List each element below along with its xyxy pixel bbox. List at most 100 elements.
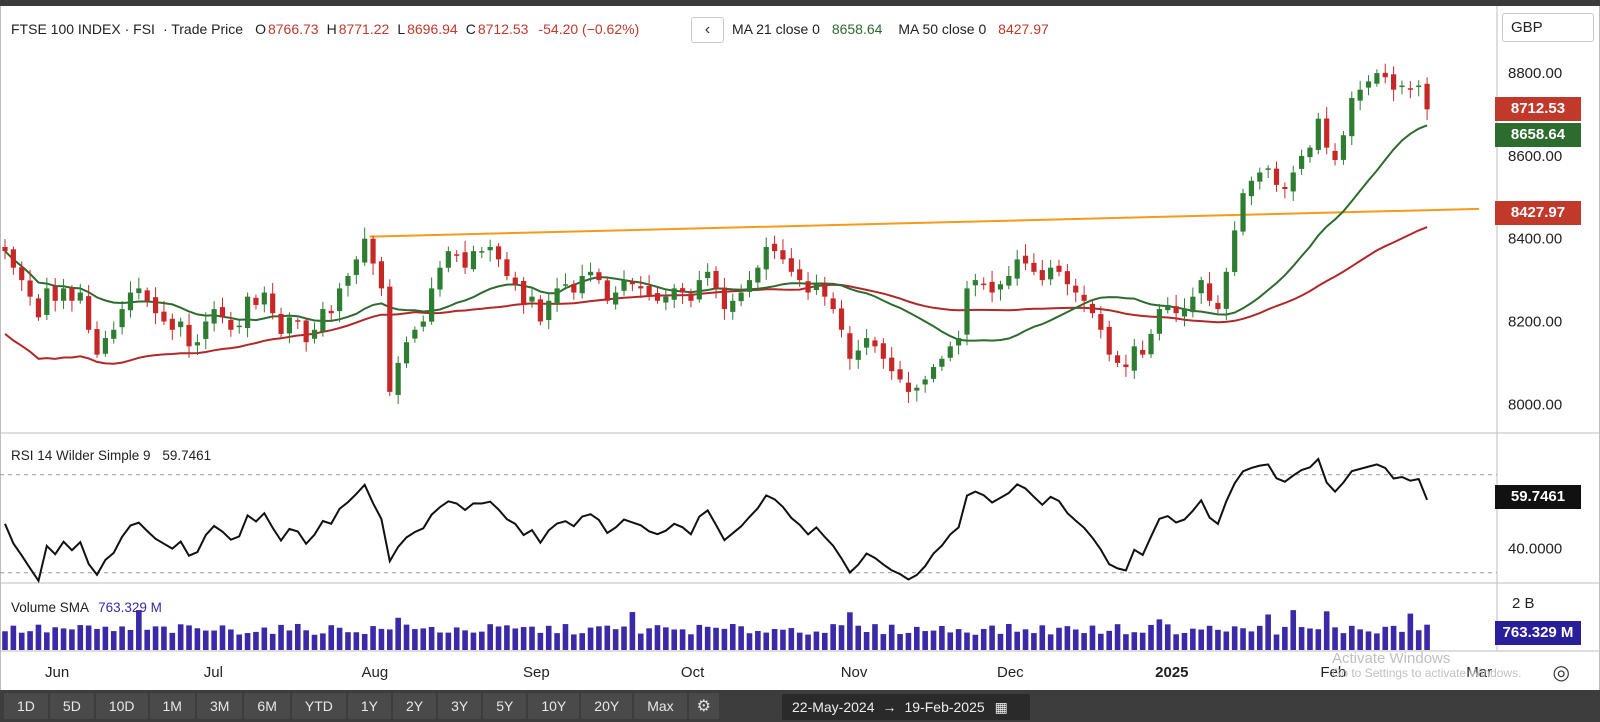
candle-down bbox=[788, 258, 794, 272]
volume-bar bbox=[880, 634, 887, 650]
volume-bar bbox=[1256, 625, 1263, 650]
chart-settings-icon[interactable]: ◎ bbox=[1552, 662, 1570, 684]
candle-up bbox=[1307, 147, 1313, 158]
volume-bar bbox=[1173, 634, 1179, 650]
range-button-5d[interactable]: 5D bbox=[49, 693, 94, 719]
date-range-picker[interactable]: 22-May-2024 → 19-Feb-2025 ▦ bbox=[782, 694, 1030, 720]
range-button-max[interactable]: Max bbox=[634, 693, 687, 719]
volume-bar bbox=[1231, 626, 1238, 650]
candle-down bbox=[872, 340, 878, 347]
candle-down bbox=[144, 290, 150, 301]
candle-down bbox=[604, 280, 610, 301]
volume-bar bbox=[353, 632, 360, 650]
candle-down bbox=[805, 281, 811, 293]
candle-down bbox=[838, 308, 845, 330]
x-axis-tick: Dec bbox=[997, 664, 1024, 681]
volume-bar bbox=[278, 624, 284, 650]
volume-bar bbox=[1081, 633, 1087, 650]
candle-down bbox=[295, 320, 301, 322]
candle-up bbox=[412, 329, 418, 339]
volume-bar bbox=[386, 629, 393, 650]
range-button-2y[interactable]: 2Y bbox=[392, 693, 437, 719]
candle-up bbox=[345, 275, 351, 286]
volume-bar bbox=[1164, 624, 1171, 650]
volume-bar bbox=[930, 630, 937, 650]
volume-bar bbox=[763, 632, 770, 650]
candle-up bbox=[437, 267, 443, 290]
candle-down bbox=[646, 286, 652, 297]
chevron-left-icon[interactable]: ‹ bbox=[691, 17, 724, 43]
volume-bar bbox=[370, 626, 376, 650]
candle-up bbox=[127, 292, 134, 311]
range-button-ytd[interactable]: YTD bbox=[291, 693, 346, 719]
range-button-5y[interactable]: 5Y bbox=[483, 693, 527, 719]
volume-bar bbox=[1089, 625, 1096, 650]
range-button-3y[interactable]: 3Y bbox=[438, 693, 482, 719]
range-button-10y[interactable]: 10Y bbox=[528, 693, 580, 719]
candle-down bbox=[1114, 355, 1121, 363]
candle-up bbox=[1265, 168, 1271, 170]
candle-up bbox=[746, 280, 753, 292]
candle-up bbox=[1232, 230, 1238, 272]
candle-down bbox=[504, 259, 510, 276]
candle-up bbox=[1290, 172, 1296, 192]
volume-bar bbox=[294, 623, 301, 650]
volume-bar bbox=[1106, 630, 1112, 650]
candle-up bbox=[671, 288, 677, 300]
rsi-axis-tick: 40.0000 bbox=[1508, 540, 1562, 557]
volume-bar bbox=[253, 631, 259, 650]
start-date: 22-May-2024 bbox=[792, 699, 875, 715]
ma50-label: MA 50 close 0 bbox=[898, 21, 987, 37]
range-button-1m[interactable]: 1M bbox=[149, 693, 195, 719]
candle-up bbox=[738, 292, 744, 302]
candle-down bbox=[797, 269, 803, 281]
gear-icon[interactable]: ⚙ bbox=[688, 693, 719, 719]
volume-bar bbox=[721, 628, 728, 650]
volume-bar bbox=[545, 625, 552, 650]
volume-bar bbox=[738, 626, 744, 650]
volume-bar bbox=[529, 626, 535, 650]
candle-down bbox=[219, 307, 226, 318]
volume-bar bbox=[1315, 629, 1322, 650]
x-axis-tick: Oct bbox=[681, 664, 705, 681]
range-button-1d[interactable]: 1D bbox=[4, 693, 48, 719]
candle-down bbox=[370, 238, 376, 264]
calendar-icon[interactable]: ▦ bbox=[994, 698, 1008, 715]
range-button-6m[interactable]: 6M bbox=[244, 693, 290, 719]
watermark-line1: Activate Windows bbox=[1332, 650, 1451, 667]
volume-bar bbox=[144, 629, 151, 650]
candle-up bbox=[337, 288, 343, 312]
candle-down bbox=[35, 298, 42, 318]
volume-bar bbox=[320, 633, 326, 650]
range-button-20y[interactable]: 20Y bbox=[581, 693, 633, 719]
volume-bar bbox=[495, 626, 502, 650]
candle-up bbox=[320, 309, 326, 332]
currency-select[interactable]: GBP bbox=[1502, 13, 1594, 42]
candle-down bbox=[771, 243, 778, 252]
candle-down bbox=[1056, 265, 1062, 272]
volume-bar bbox=[1390, 625, 1397, 650]
volume-bar bbox=[1240, 628, 1246, 650]
range-button-3m[interactable]: 3M bbox=[196, 693, 243, 719]
volume-bar bbox=[35, 624, 42, 650]
volume-bar bbox=[27, 631, 33, 650]
volume-label-text: Volume SMA bbox=[11, 600, 89, 615]
candle-up bbox=[922, 379, 928, 385]
volume-bar bbox=[110, 631, 117, 650]
candle-up bbox=[286, 317, 293, 334]
range-button-10d[interactable]: 10D bbox=[95, 693, 148, 719]
x-axis-tick: 2025 bbox=[1155, 664, 1188, 681]
candle-down bbox=[629, 281, 635, 285]
volume-bar bbox=[1014, 631, 1020, 650]
volume-bar bbox=[512, 628, 519, 650]
candle-down bbox=[1039, 270, 1045, 281]
candle-down bbox=[253, 297, 259, 305]
volume-bar bbox=[612, 629, 619, 650]
candle-down bbox=[1324, 118, 1330, 148]
candle-up bbox=[178, 321, 184, 328]
ma21-value: 8658.64 bbox=[831, 21, 883, 37]
volume-bar bbox=[520, 627, 527, 650]
open-label: O bbox=[255, 21, 266, 37]
range-button-1y[interactable]: 1Y bbox=[347, 693, 391, 719]
